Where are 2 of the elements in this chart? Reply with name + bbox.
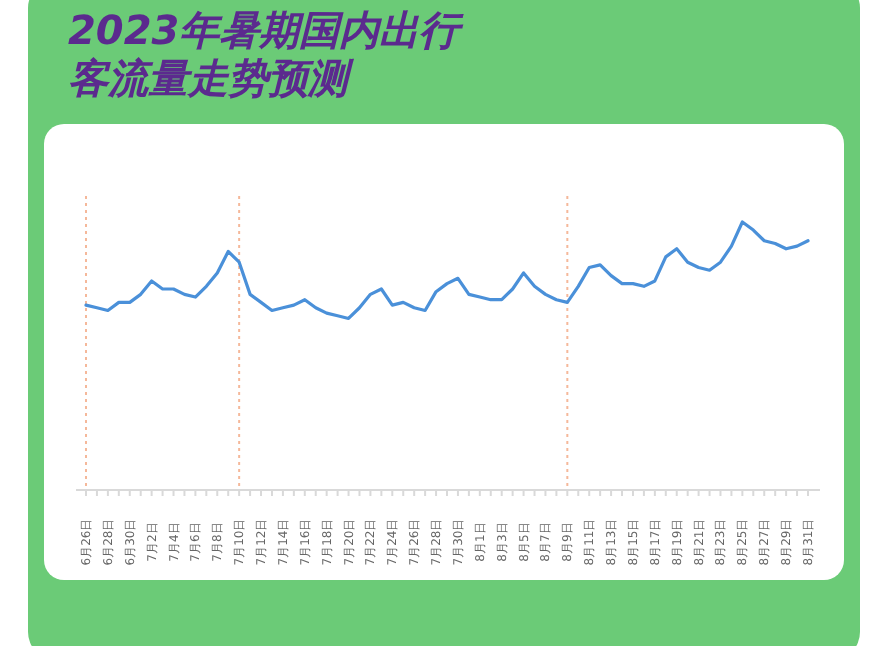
chart-subtitle: 客流量走势预测 <box>68 54 356 102</box>
chart-title: 2023年暑期国内出行 <box>68 6 466 54</box>
